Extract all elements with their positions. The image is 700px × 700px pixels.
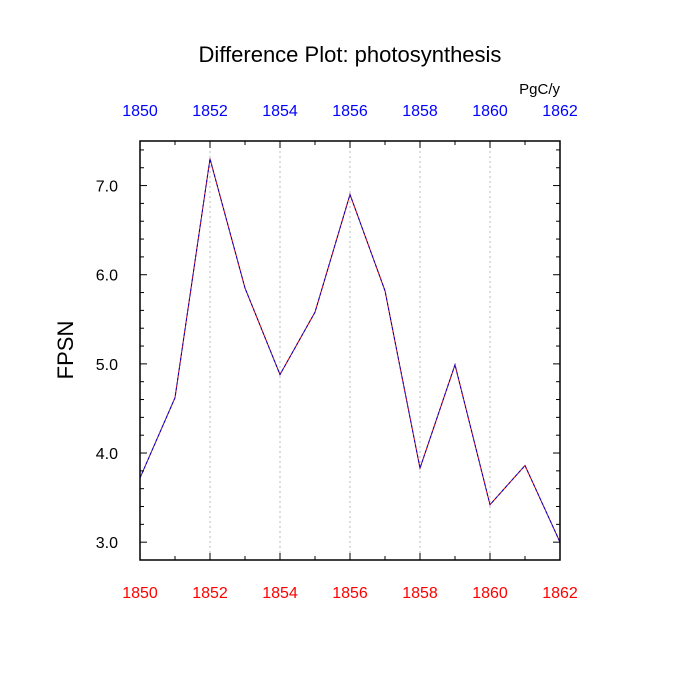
y-tick-label: 7.0 — [96, 179, 118, 196]
x-tick-label-bottom: 1854 — [262, 585, 298, 602]
grid-lines — [209, 141, 491, 560]
y-tick-label: 6.0 — [96, 268, 118, 285]
x-tick-label-bottom: 1856 — [332, 585, 368, 602]
data-point — [174, 397, 176, 399]
x-tick-label-bottom: 1858 — [402, 585, 438, 602]
data-point — [279, 373, 281, 376]
x-tick-label-bottom: 1852 — [192, 585, 228, 602]
x-tick-label-bottom: 1862 — [542, 585, 578, 602]
x-tick-label-top: 1856 — [332, 103, 368, 120]
y-axis-label: FPSN — [53, 321, 78, 380]
data-point — [384, 290, 386, 292]
chart-title: Difference Plot: photosynthesis — [199, 42, 502, 67]
x-tick-label-bottom: 1860 — [472, 585, 508, 602]
data-point — [419, 467, 421, 469]
x-tick-label-top: 1862 — [542, 103, 578, 120]
y-tick-label: 5.0 — [96, 357, 118, 374]
data-point — [524, 464, 526, 467]
x-tick-label-bottom: 1850 — [122, 585, 158, 602]
x-tick-label-top: 1852 — [192, 103, 228, 120]
data-point — [244, 287, 246, 289]
data-point — [209, 158, 211, 160]
tick-layer: 1850 1852 1854 1856 1858 1860 1862 1850 1852 1854… — [96, 103, 578, 602]
series-layer — [139, 158, 561, 543]
y-tick-label: 3.0 — [96, 535, 118, 552]
data-point — [489, 504, 491, 506]
data-point — [454, 364, 456, 366]
data-point — [349, 193, 351, 196]
x-tick-label-top: 1860 — [472, 103, 508, 120]
x-tick-label-top: 1858 — [402, 103, 438, 120]
x-tick-label-top: 1854 — [262, 103, 298, 120]
y-tick-label: 4.0 — [96, 446, 118, 463]
x-tick-label-top: 1850 — [122, 103, 158, 120]
units-label: PgC/y — [519, 81, 560, 98]
data-point — [314, 311, 316, 313]
